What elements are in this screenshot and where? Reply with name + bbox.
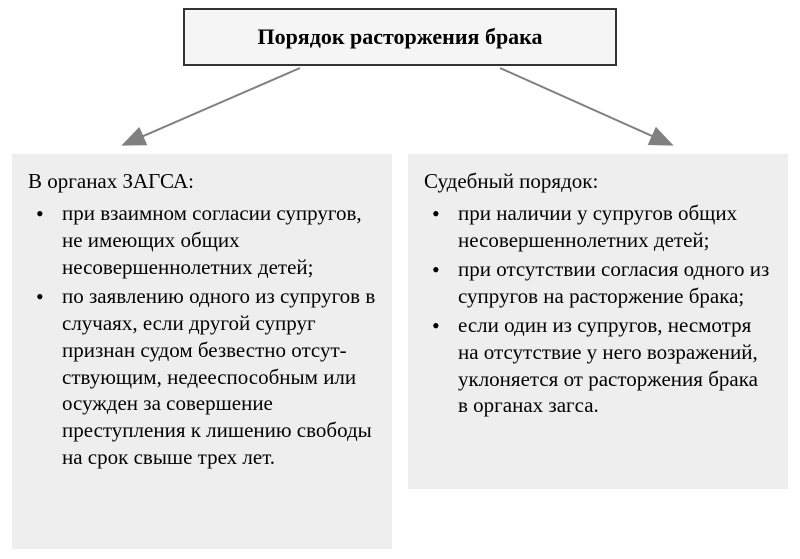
root-node: Порядок расторжения брака — [183, 8, 617, 66]
right-branch-box: Судебный порядок: при наличии у супругов… — [408, 154, 788, 489]
right-branch-heading: Судебный порядок: — [424, 168, 772, 194]
left-branch-heading: В органах ЗАГСА: — [28, 168, 376, 194]
right-branch-list: при наличии у супругов общих несовершенн… — [424, 200, 772, 419]
list-item: при наличии у супругов общих несовершенн… — [424, 200, 772, 254]
arrow-right — [500, 68, 670, 144]
left-branch-box: В органах ЗАГСА: при взаимном согласии с… — [12, 154, 392, 549]
left-branch-list: при взаимном согласии супругов, не имеющ… — [28, 200, 376, 471]
list-item: по заявлению одного из супругов в случая… — [28, 283, 376, 471]
list-item: при отсутствии согласия одного из супруг… — [424, 256, 772, 310]
list-item: при взаимном согласии супругов, не имеющ… — [28, 200, 376, 281]
list-item: если один из супругов, несмотря на отсут… — [424, 312, 772, 420]
root-title: Порядок расторжения брака — [257, 24, 542, 50]
arrows-svg — [0, 66, 800, 156]
arrow-left — [125, 68, 300, 144]
